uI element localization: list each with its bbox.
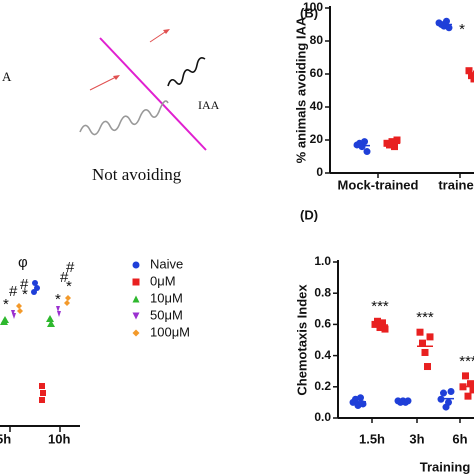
dot <box>419 339 426 347</box>
dot <box>440 389 447 397</box>
x-tick-label: 6h <box>452 431 467 446</box>
dot <box>470 75 474 83</box>
panel-label: (D) <box>300 207 318 222</box>
dot <box>361 138 368 146</box>
annotation: * <box>55 291 61 308</box>
annotation: * <box>3 296 9 313</box>
dot <box>359 400 367 408</box>
worm-track <box>79 100 169 136</box>
legend-label: 100μM <box>150 324 190 339</box>
x-tick-label: 3h <box>409 431 424 446</box>
x-tick-label: trained <box>438 177 474 192</box>
legend-label: 50μM <box>150 307 183 322</box>
y-tick-label: 100 <box>303 0 323 14</box>
x-tick-label: Mock-trained <box>338 177 419 192</box>
annotation: * <box>22 286 28 303</box>
dot <box>447 387 455 395</box>
diagram-label: A <box>2 69 12 84</box>
annotation: *** <box>416 309 434 326</box>
points <box>0 280 71 403</box>
dot <box>437 395 445 403</box>
dot <box>445 398 452 406</box>
y-tick-label: 40 <box>310 99 324 113</box>
dot <box>421 348 429 356</box>
x-tick-label: 5h <box>0 431 11 446</box>
dot <box>376 324 384 332</box>
caption: Not avoiding <box>92 165 182 184</box>
annotation: * <box>66 278 72 295</box>
legend: Naive 0μM 10μM 50μM 100μM <box>132 256 190 339</box>
dot <box>465 67 473 75</box>
annotation: # <box>66 259 75 276</box>
legend-marker <box>132 329 140 337</box>
legend-label: 0μM <box>150 273 176 288</box>
y-tick-label: 0.0 <box>314 410 331 424</box>
dot <box>374 317 381 325</box>
annotations: φ # * # # # * * * <box>3 254 75 313</box>
y-axis-title: % animals avoiding IAA <box>293 16 308 163</box>
y-tick-label: 20 <box>310 132 324 146</box>
annotation: # <box>9 283 18 300</box>
legend-marker <box>132 261 140 269</box>
x-tick-label: 10h <box>48 431 70 446</box>
dot <box>426 333 434 341</box>
dot <box>464 392 472 400</box>
y-tick-label: 60 <box>310 66 324 80</box>
legend-label: Naive <box>150 256 183 271</box>
y-tick-label: 0.6 <box>314 317 331 331</box>
dot <box>357 394 364 402</box>
legend-label: 10μM <box>150 290 183 305</box>
arrow <box>89 75 119 91</box>
dot <box>424 363 431 371</box>
annotation: φ <box>18 254 28 271</box>
x-axis-title: Training <box>420 459 471 474</box>
dot <box>393 136 401 144</box>
dot <box>388 138 396 146</box>
diagram: A IAA Not avoiding <box>2 29 220 184</box>
arrow-head <box>113 75 120 80</box>
annotation: *** <box>371 298 389 315</box>
dot <box>445 24 453 32</box>
y-tick-label: 80 <box>310 33 324 47</box>
annotation: * <box>459 21 465 38</box>
dot <box>469 386 474 394</box>
dot <box>363 148 371 156</box>
y-tick-label: 0.8 <box>314 285 331 299</box>
y-tick-label: 0 <box>316 165 323 179</box>
arrow-head <box>163 29 170 34</box>
y-axis-title: Chemotaxis Index <box>294 284 309 396</box>
y-tick-label: 0.2 <box>314 379 331 393</box>
annotation: *** <box>459 353 474 370</box>
dot <box>459 383 467 391</box>
dot <box>467 380 474 388</box>
boundary-line <box>99 37 207 151</box>
y-tick-label: 1.0 <box>314 254 331 268</box>
legend-marker <box>132 278 140 286</box>
dot <box>381 325 389 333</box>
dot <box>416 328 424 336</box>
annotation: # <box>60 269 69 286</box>
panel-label: (B) <box>300 5 318 20</box>
dot <box>462 372 469 380</box>
odor-label: IAA <box>198 98 220 112</box>
dot <box>443 17 450 25</box>
dot <box>404 397 412 405</box>
y-tick-label: 0.4 <box>314 348 331 362</box>
legend-marker <box>132 295 140 303</box>
legend-marker <box>132 312 140 320</box>
worm-head <box>167 57 206 87</box>
dot <box>391 143 398 151</box>
x-tick-label: 1.5h <box>359 431 385 446</box>
dot <box>379 319 386 327</box>
panel-c: φ # * # # # * * * 5h 10h Naive 0μM 10μM 50μ… <box>0 254 190 446</box>
annotation: # <box>20 276 29 293</box>
